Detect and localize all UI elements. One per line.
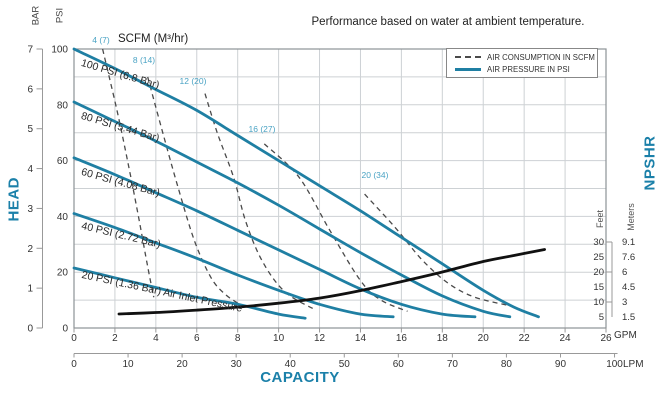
scfm-curve-label-4: 4 (7) [92, 35, 110, 45]
lpm-unit-label: LPM [623, 359, 644, 370]
psi-tick-label: 80 [57, 100, 69, 111]
gpm-tick-label: 10 [273, 333, 285, 344]
gpm-unit-label: GPM [614, 330, 637, 341]
air-pressure-curve [72, 156, 477, 319]
scfm-curve-label-16: 16 (27) [248, 124, 276, 134]
gpm-tick-label: 26 [600, 333, 612, 344]
bar-tick-label: 5 [27, 124, 33, 135]
air-pressure-curve [72, 47, 540, 319]
gpm-tick-label: 6 [194, 333, 200, 344]
gpm-tick-label: 12 [314, 333, 326, 344]
lpm-tick-label: 0 [71, 359, 77, 370]
legend-label: AIR CONSUMPTION IN SCFM [487, 52, 595, 62]
lpm-tick-label: 80 [501, 359, 513, 370]
npshr-feet-tick-label: 10 [593, 297, 604, 308]
lpm-tick-label: 70 [447, 359, 459, 370]
head-axis-title: HEAD [5, 176, 23, 222]
gpm-tick-label: 20 [478, 333, 490, 344]
air-consumption-curve [364, 193, 510, 307]
legend-row-air-consumption: AIR CONSUMPTION IN SCFM [455, 53, 597, 62]
bar-tick-label: 3 [27, 204, 33, 215]
npshr-meters-tick-label: 3 [622, 297, 627, 308]
psi-tick-label: 100 [51, 45, 68, 56]
scfm-curve-label-12: 12 (20) [179, 76, 207, 86]
npshr-meters-tick-label: 1.5 [622, 312, 635, 323]
legend-row-air-pressure: AIR PRESSURE IN PSI [455, 65, 597, 74]
npshr-feet-tick-label: 15 [593, 282, 604, 293]
feet-unit-label: Feet [595, 210, 605, 229]
gpm-tick-label: 18 [437, 333, 449, 344]
air-consumption-curve [147, 76, 241, 305]
npshr-feet-tick-label: 20 [593, 267, 604, 278]
gpm-tick-label: 8 [235, 333, 241, 344]
npshr-curve [117, 248, 546, 316]
gpm-tick-label: 24 [560, 333, 572, 344]
gpm-tick-label: 2 [112, 333, 118, 344]
lpm-tick-label: 90 [555, 359, 567, 370]
bar-unit-label: BAR [30, 5, 42, 26]
meters-unit-label: Meters [626, 203, 636, 231]
gpm-tick-label: 22 [519, 333, 531, 344]
air-consumption-curve [204, 93, 316, 311]
bar-tick-label: 6 [27, 84, 33, 95]
lpm-tick-label: 40 [285, 359, 297, 370]
bar-tick-label: 1 [27, 284, 33, 295]
npshr-meters-tick-label: 7.6 [622, 252, 635, 263]
legend: AIR CONSUMPTION IN SCFM AIR PRESSURE IN … [446, 48, 598, 78]
psi-unit-label: PSI [54, 7, 66, 24]
gpm-tick-label: 16 [396, 333, 408, 344]
npshr-feet-tick-label: 25 [593, 252, 604, 263]
scfm-curve-label-8: 8 (14) [132, 55, 156, 65]
npshr-meters-tick-label: 6 [622, 267, 627, 278]
dashed-line-sample-icon [455, 56, 481, 58]
psi-tick-label: 60 [57, 156, 69, 167]
lpm-tick-label: 100 [606, 359, 623, 370]
lpm-tick-label: 30 [231, 359, 243, 370]
scfm-axis-title: SCFM (M³/hr) [118, 33, 189, 45]
bar-tick-label: 7 [27, 45, 33, 56]
scfm-curve-label-20: 20 (34) [361, 170, 389, 180]
npshr-meters-tick-label: 4.5 [622, 282, 635, 293]
lpm-tick-label: 50 [339, 359, 351, 370]
psi-tick-label: 0 [62, 324, 68, 335]
npshr-feet-tick-label: 30 [593, 237, 604, 248]
lpm-tick-label: 60 [393, 359, 405, 370]
npshr-feet-tick-label: 5 [599, 312, 604, 323]
lpm-tick-label: 10 [122, 359, 134, 370]
legend-label: AIR PRESSURE IN PSI [487, 64, 570, 74]
air-consumption-curve [101, 48, 155, 298]
gpm-tick-label: 0 [71, 333, 77, 344]
air-pressure-curve [72, 266, 307, 320]
bar-tick-label: 0 [27, 324, 33, 335]
plot-border [73, 48, 607, 329]
capacity-axis-title: CAPACITY [260, 369, 340, 386]
psi-tick-label: 20 [57, 268, 69, 279]
chart-title: Performance based on water at ambient te… [311, 16, 585, 28]
lpm-tick-label: 20 [177, 359, 189, 370]
npshr-meters-tick-label: 9.1 [622, 237, 635, 248]
gpm-tick-label: 4 [153, 333, 159, 344]
air-pressure-curve [72, 212, 395, 319]
psi-tick-label: 40 [57, 212, 69, 223]
air-consumption-curve [263, 143, 408, 312]
npshr-axis-title: NPSHR [641, 135, 659, 191]
gpm-tick-label: 14 [355, 333, 367, 344]
bar-tick-label: 4 [27, 164, 33, 175]
bar-tick-label: 2 [27, 244, 33, 255]
solid-line-sample-icon [455, 67, 481, 71]
air-pressure-curve [72, 100, 512, 319]
